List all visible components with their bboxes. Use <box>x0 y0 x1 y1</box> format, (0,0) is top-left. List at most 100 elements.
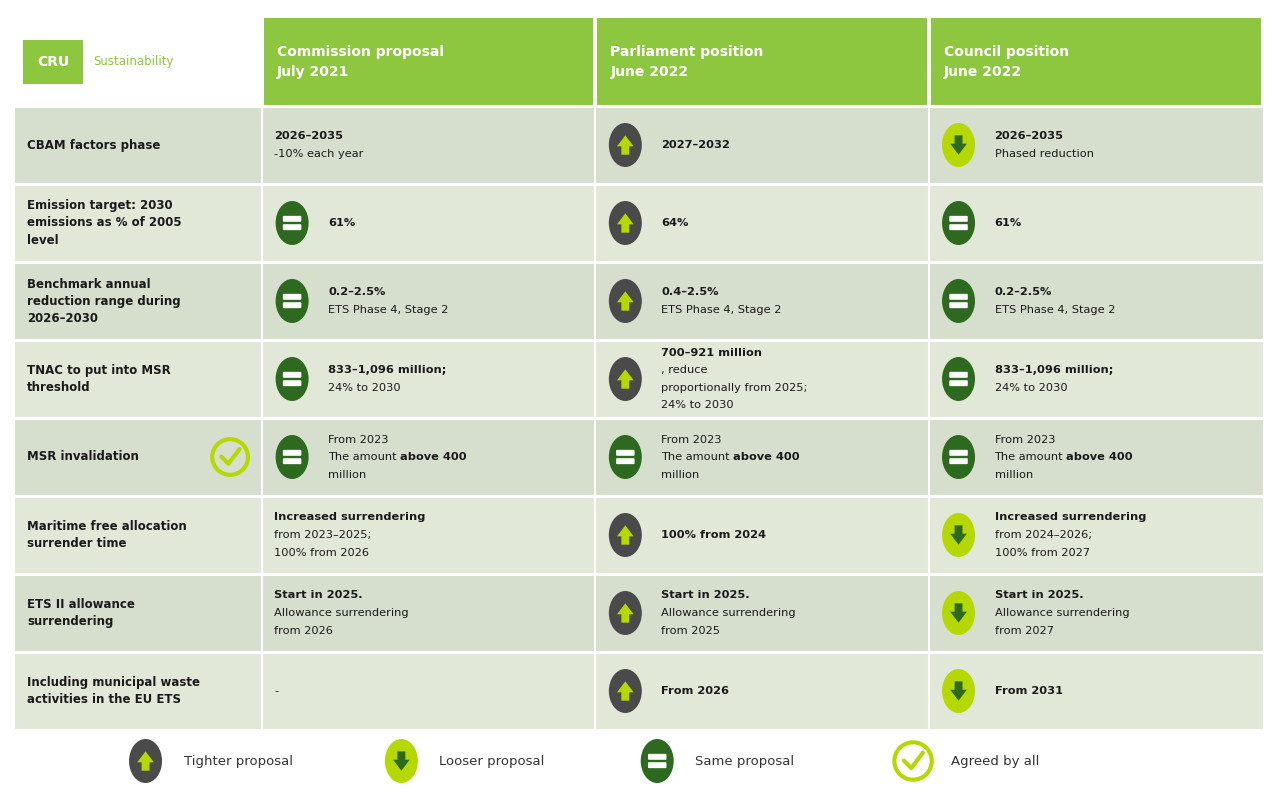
Polygon shape <box>617 213 634 233</box>
Polygon shape <box>617 369 634 389</box>
Text: from 2024–2026;: from 2024–2026; <box>994 530 1091 540</box>
Ellipse shape <box>609 669 641 713</box>
FancyBboxPatch shape <box>950 216 968 222</box>
Text: 700–921 million: 700–921 million <box>662 348 762 358</box>
FancyBboxPatch shape <box>950 458 968 464</box>
Ellipse shape <box>609 279 641 323</box>
FancyBboxPatch shape <box>283 302 301 308</box>
Ellipse shape <box>609 435 641 479</box>
Polygon shape <box>617 136 634 155</box>
Ellipse shape <box>275 435 309 479</box>
Ellipse shape <box>942 357 975 401</box>
Text: 64%: 64% <box>662 218 688 228</box>
Bar <box>15 186 1264 262</box>
Text: From 2031: From 2031 <box>994 686 1062 696</box>
Ellipse shape <box>942 669 975 713</box>
Text: , reduce: , reduce <box>662 365 708 375</box>
Ellipse shape <box>942 123 975 167</box>
Bar <box>15 498 1264 574</box>
Text: above 400: above 400 <box>733 452 799 462</box>
Text: Same proposal: Same proposal <box>695 755 794 768</box>
Polygon shape <box>138 751 154 771</box>
Text: 61%: 61% <box>994 218 1021 228</box>
Text: CBAM factors phase: CBAM factors phase <box>27 139 161 152</box>
Text: 24% to 2030: 24% to 2030 <box>994 383 1067 393</box>
FancyBboxPatch shape <box>950 372 968 378</box>
Text: Including municipal waste
activities in the EU ETS: Including municipal waste activities in … <box>27 676 200 706</box>
Ellipse shape <box>129 739 162 783</box>
Text: Benchmark annual
reduction range during
2026–2030: Benchmark annual reduction range during … <box>27 277 181 325</box>
Text: MSR invalidation: MSR invalidation <box>27 451 139 464</box>
Text: Agreed by all: Agreed by all <box>951 755 1039 768</box>
FancyBboxPatch shape <box>283 225 301 230</box>
Ellipse shape <box>275 357 309 401</box>
Text: Start in 2025.: Start in 2025. <box>662 590 750 601</box>
Polygon shape <box>617 603 634 622</box>
Ellipse shape <box>942 435 975 479</box>
Polygon shape <box>950 682 966 701</box>
Bar <box>15 18 263 106</box>
Bar <box>15 342 1264 418</box>
Text: Increased surrendering: Increased surrendering <box>994 512 1146 522</box>
Text: ETS Phase 4, Stage 2: ETS Phase 4, Stage 2 <box>328 305 449 314</box>
Text: TNAC to put into MSR
threshold: TNAC to put into MSR threshold <box>27 364 171 394</box>
Bar <box>23 40 83 84</box>
Text: The amount: The amount <box>328 452 400 462</box>
Text: ETS II allowance
surrendering: ETS II allowance surrendering <box>27 598 135 628</box>
Text: 100% from 2027: 100% from 2027 <box>994 548 1090 557</box>
FancyBboxPatch shape <box>616 458 635 464</box>
Ellipse shape <box>609 591 641 635</box>
Text: 833–1,096 million;: 833–1,096 million; <box>328 365 446 375</box>
Ellipse shape <box>609 123 641 167</box>
Ellipse shape <box>942 279 975 323</box>
FancyBboxPatch shape <box>283 372 301 378</box>
Ellipse shape <box>942 591 975 635</box>
FancyBboxPatch shape <box>950 225 968 230</box>
Text: 2026–2035: 2026–2035 <box>274 132 343 141</box>
Text: Parliament position
June 2022: Parliament position June 2022 <box>611 45 764 79</box>
Text: Emission target: 2030
emissions as % of 2005
level: Emission target: 2030 emissions as % of … <box>27 200 181 246</box>
Ellipse shape <box>641 739 673 783</box>
Polygon shape <box>393 751 409 771</box>
Text: 24% to 2030: 24% to 2030 <box>662 400 734 411</box>
Text: -: - <box>274 686 278 696</box>
Text: Looser proposal: Looser proposal <box>440 755 544 768</box>
Text: ETS Phase 4, Stage 2: ETS Phase 4, Stage 2 <box>662 305 782 314</box>
Bar <box>15 264 1264 340</box>
Text: 100% from 2024: 100% from 2024 <box>662 530 766 540</box>
Text: million: million <box>328 469 366 480</box>
Text: From 2023: From 2023 <box>328 435 389 444</box>
FancyBboxPatch shape <box>950 294 968 300</box>
FancyBboxPatch shape <box>283 458 301 464</box>
Bar <box>264 18 593 106</box>
Polygon shape <box>617 291 634 310</box>
Bar <box>15 576 1264 652</box>
Text: The amount: The amount <box>662 452 733 462</box>
Bar <box>15 654 1264 730</box>
Bar <box>15 420 1264 496</box>
Text: Start in 2025.: Start in 2025. <box>274 590 362 601</box>
Text: ETS Phase 4, Stage 2: ETS Phase 4, Stage 2 <box>994 305 1114 314</box>
Polygon shape <box>950 136 966 155</box>
Text: 2026–2035: 2026–2035 <box>994 132 1063 141</box>
Text: -10% each year: -10% each year <box>274 148 363 159</box>
Bar <box>931 18 1261 106</box>
Text: million: million <box>662 469 700 480</box>
Text: Maritime free allocation
surrender time: Maritime free allocation surrender time <box>27 520 186 550</box>
Text: 0.2–2.5%: 0.2–2.5% <box>994 287 1052 298</box>
Text: From 2023: From 2023 <box>994 435 1054 444</box>
Text: from 2026: from 2026 <box>274 626 333 635</box>
Text: proportionally from 2025;: proportionally from 2025; <box>662 383 807 393</box>
FancyBboxPatch shape <box>950 302 968 308</box>
FancyBboxPatch shape <box>950 380 968 386</box>
Text: from 2027: from 2027 <box>994 626 1053 635</box>
Ellipse shape <box>942 201 975 245</box>
FancyBboxPatch shape <box>283 294 301 300</box>
Text: 2027–2032: 2027–2032 <box>662 140 731 150</box>
Ellipse shape <box>942 513 975 557</box>
Ellipse shape <box>609 201 641 245</box>
Ellipse shape <box>609 357 641 401</box>
Text: million: million <box>994 469 1033 480</box>
Text: Commission proposal
July 2021: Commission proposal July 2021 <box>277 45 444 79</box>
Bar <box>597 18 927 106</box>
